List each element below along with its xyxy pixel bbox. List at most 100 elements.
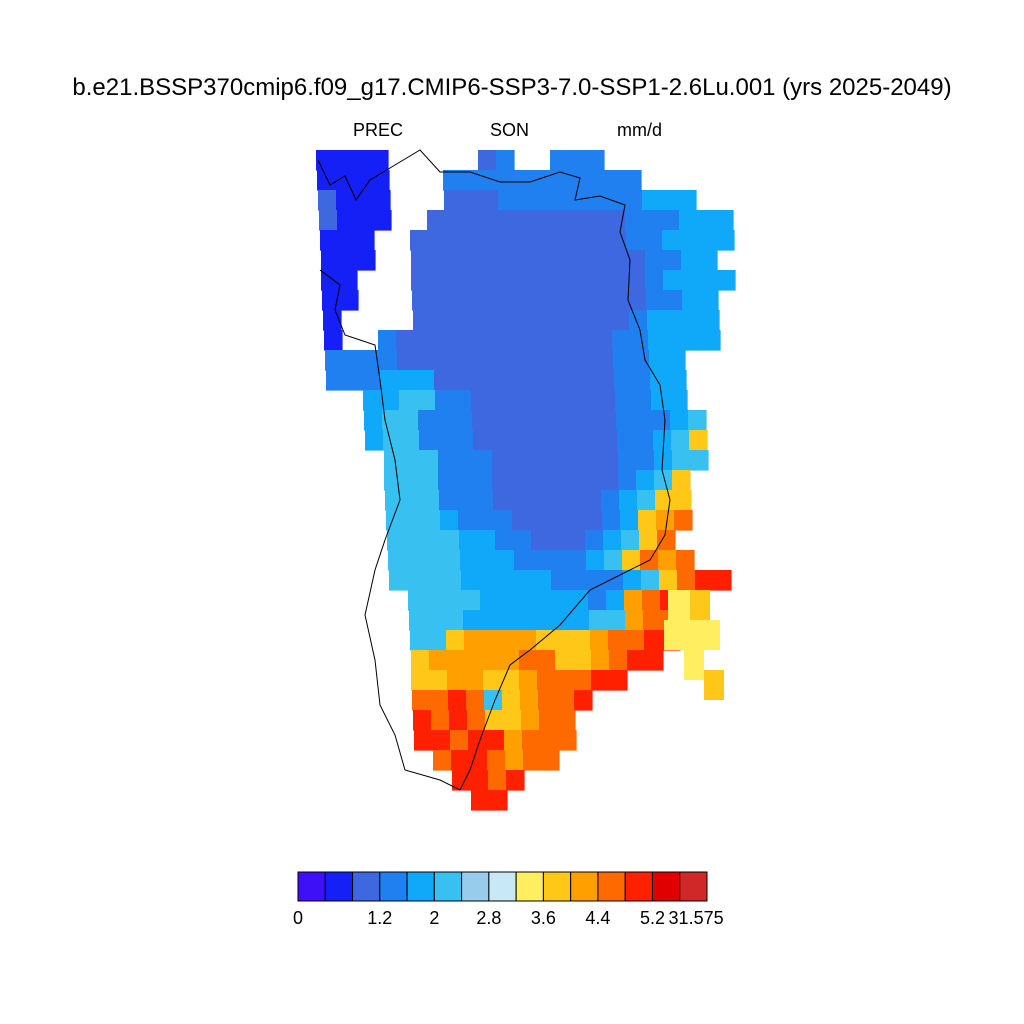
map-cell	[463, 210, 482, 231]
map-cell	[500, 630, 519, 651]
map-cell	[504, 330, 523, 351]
map-cell	[444, 590, 463, 611]
map-cell	[587, 170, 606, 191]
map-cell	[612, 330, 631, 351]
map-cell	[664, 290, 683, 311]
map-cell	[404, 510, 423, 531]
map-cell	[635, 430, 654, 451]
map-cell	[325, 350, 344, 371]
map-cell	[411, 650, 430, 671]
map-cell	[364, 410, 383, 431]
map-cell	[556, 690, 575, 711]
map-cell	[700, 620, 720, 650]
map-cell	[555, 250, 574, 271]
map-cell	[469, 350, 488, 371]
map-cell	[637, 490, 656, 511]
colorbar-swatch	[406, 871, 435, 902]
map-cell	[483, 650, 502, 671]
map-cell	[556, 290, 575, 311]
map-cell	[611, 310, 630, 331]
map-cell	[491, 430, 510, 451]
map-cell	[498, 190, 517, 211]
colorbar-swatch	[324, 871, 354, 902]
map-cell	[519, 250, 538, 271]
map-cell	[466, 290, 485, 311]
map-cell	[389, 570, 408, 591]
map-cell	[388, 550, 407, 571]
map-cell	[690, 590, 710, 620]
map-cell	[618, 470, 637, 491]
map-cell	[521, 710, 540, 731]
map-cell	[363, 390, 382, 411]
map-cell	[684, 650, 704, 680]
colorbar-swatch	[597, 871, 626, 902]
map-cell	[539, 710, 558, 731]
colorbar-tick-label: 2	[429, 908, 439, 928]
map-cell	[713, 570, 732, 591]
map-cell	[400, 410, 419, 431]
map-cell	[321, 250, 340, 271]
map-cell	[516, 590, 535, 611]
map-cell	[480, 190, 499, 211]
colorbar-tick-label: 4.4	[585, 908, 610, 928]
map-cell	[671, 430, 690, 451]
map-cell	[716, 230, 735, 251]
map-cell	[624, 190, 643, 211]
map-cell	[642, 190, 661, 211]
map-cell	[432, 730, 451, 751]
map-cell	[616, 410, 635, 431]
map-cell	[448, 290, 467, 311]
map-cell	[699, 270, 718, 291]
map-cell	[414, 330, 433, 351]
map-cell	[489, 790, 508, 811]
map-title: b.e21.BSSP370cmip6.f09_g17.CMIP6-SSP3-7.…	[72, 74, 952, 101]
map-cell	[684, 620, 704, 650]
map-cell	[535, 210, 554, 231]
map-cell	[633, 390, 652, 411]
map-cell	[318, 190, 337, 211]
map-cell	[512, 510, 531, 531]
map-cell	[672, 470, 691, 491]
map-cell	[591, 250, 610, 271]
colorbar-swatch	[461, 871, 490, 902]
map-cell	[411, 270, 430, 291]
map-cell	[468, 330, 487, 351]
map-cell	[520, 690, 539, 711]
map-cell	[609, 250, 628, 271]
map-cell	[557, 310, 576, 331]
map-cell	[353, 170, 372, 191]
map-cell	[453, 390, 472, 411]
colorbar-swatch	[679, 871, 708, 902]
map-cell	[431, 710, 450, 731]
map-cell	[540, 330, 559, 351]
map-cell	[536, 630, 555, 651]
colorbar-tick-label: 0	[293, 908, 303, 928]
map-cell	[698, 230, 717, 251]
map-cell	[621, 530, 640, 551]
map-cell	[623, 570, 642, 591]
map-cell	[656, 510, 675, 531]
map-cell	[482, 230, 501, 251]
map-cell	[433, 750, 452, 771]
map-cell	[634, 410, 653, 431]
map-cell	[586, 150, 605, 171]
map-cell	[603, 530, 622, 551]
map-cell	[627, 250, 646, 271]
map-cell	[576, 330, 595, 351]
map-cell	[460, 550, 479, 571]
map-cell	[455, 430, 474, 451]
map-cell	[428, 230, 447, 251]
map-cell	[580, 410, 599, 431]
map-cell	[551, 170, 570, 191]
map-cell	[454, 410, 473, 431]
colorbar-swatch	[570, 871, 599, 902]
map-cell	[467, 710, 486, 731]
map-cell	[492, 470, 511, 491]
map-cell	[437, 430, 456, 451]
map-cell	[440, 510, 459, 531]
map-cell	[465, 670, 484, 691]
map-cell	[483, 250, 502, 271]
map-cell	[517, 210, 536, 231]
